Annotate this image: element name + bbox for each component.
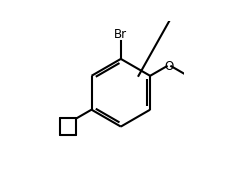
Text: Br: Br bbox=[113, 28, 126, 40]
Text: O: O bbox=[164, 60, 173, 73]
